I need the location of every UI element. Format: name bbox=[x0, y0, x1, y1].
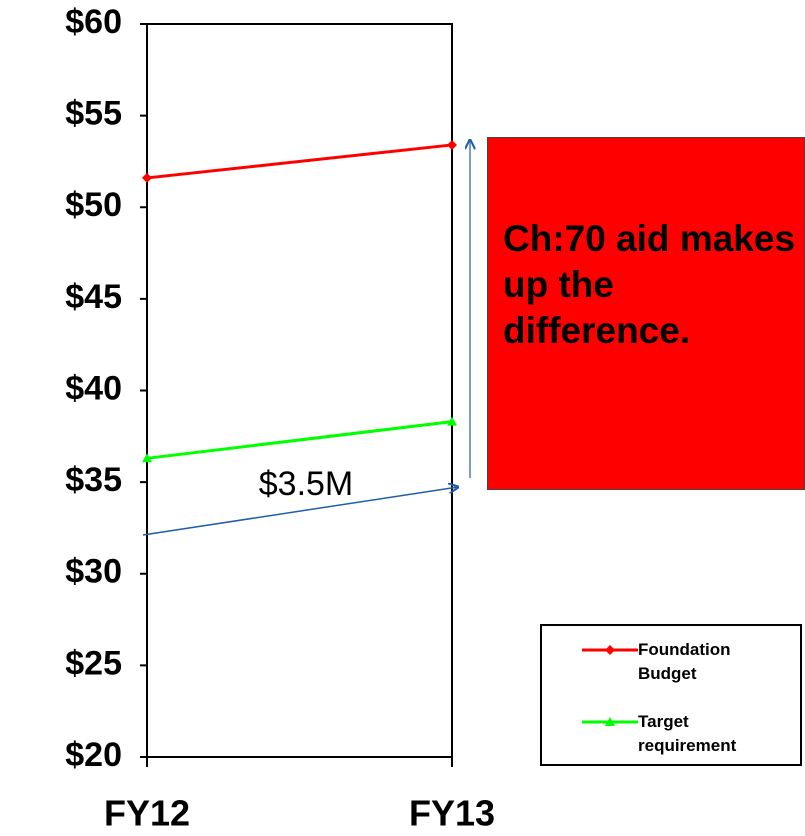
y-tick-label: $20 bbox=[65, 736, 122, 774]
note-text: Ch:70 aid makes up the difference. bbox=[503, 218, 796, 351]
y-tick-label: $40 bbox=[65, 369, 122, 407]
marker bbox=[447, 139, 457, 150]
legend-symbol bbox=[582, 717, 638, 726]
y-tick-label: $45 bbox=[65, 278, 122, 316]
x-tick-label: FY12 bbox=[104, 793, 190, 834]
legend-symbol bbox=[582, 645, 638, 655]
y-tick-label: $35 bbox=[65, 461, 122, 499]
annotation: $3.5M bbox=[259, 465, 354, 503]
y-tick-label: $50 bbox=[65, 186, 122, 224]
legend: Foundation Budget Target requirement bbox=[540, 624, 802, 766]
y-tick-label: $25 bbox=[65, 644, 122, 682]
legend-label: Foundation Budget bbox=[638, 640, 731, 683]
legend-marker bbox=[605, 717, 615, 726]
line bbox=[146, 420, 453, 460]
legend-marker bbox=[605, 645, 615, 655]
line bbox=[146, 143, 453, 180]
marker bbox=[142, 172, 152, 183]
y-tick-label: $55 bbox=[65, 95, 122, 133]
x-tick-label: FY13 bbox=[409, 793, 495, 834]
arrow bbox=[142, 487, 458, 536]
note-box: Ch:70 aid makes up the difference. bbox=[487, 137, 805, 490]
plot-frame bbox=[146, 23, 453, 758]
y-tick-label: $60 bbox=[65, 3, 122, 41]
marker bbox=[447, 416, 457, 426]
y-tick-label: $30 bbox=[65, 553, 122, 591]
legend-label: Target requirement bbox=[638, 712, 737, 755]
marker bbox=[142, 453, 152, 463]
